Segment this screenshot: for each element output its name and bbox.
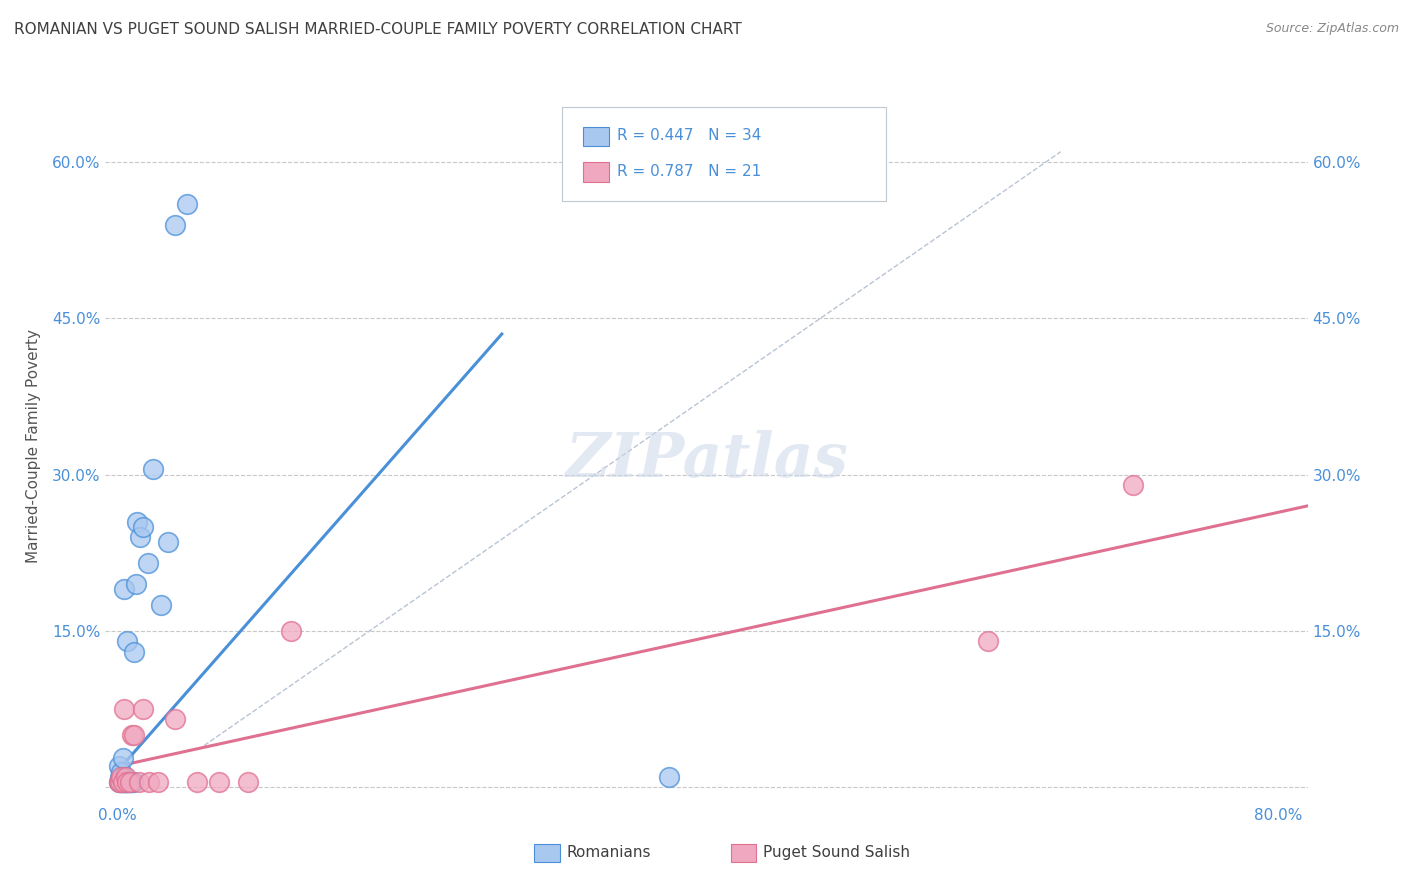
Text: Puget Sound Salish: Puget Sound Salish [763, 846, 911, 860]
Point [1122, 478, 1144, 492]
Point [111, 775, 134, 789]
Point [125, 577, 148, 591]
Point [114, 770, 136, 784]
Point [156, 535, 179, 549]
Point [176, 196, 198, 211]
Point [114, 775, 136, 789]
Point [124, 728, 146, 742]
Point [280, 624, 302, 638]
Text: ZIPatlas: ZIPatlas [565, 430, 848, 491]
Point [146, 775, 169, 789]
Point [112, 702, 135, 716]
Point [115, 775, 138, 789]
Point [124, 645, 146, 659]
Point [110, 764, 132, 779]
Point [112, 770, 135, 784]
Point [111, 775, 134, 789]
Point [111, 775, 134, 789]
Point [138, 775, 160, 789]
Point [112, 775, 135, 789]
Point [149, 598, 172, 612]
Point [108, 770, 131, 784]
Text: R = 0.787   N = 21: R = 0.787 N = 21 [617, 164, 762, 178]
Point [118, 775, 141, 789]
Point [120, 775, 142, 789]
Point [165, 218, 187, 232]
Point [115, 634, 138, 648]
Point [115, 775, 138, 789]
Point [127, 515, 149, 529]
Point [107, 759, 129, 773]
Point [112, 582, 135, 597]
Point [122, 775, 145, 789]
Point [208, 775, 231, 789]
Point [108, 775, 131, 789]
Point [136, 556, 159, 570]
Point [236, 775, 259, 789]
Point [121, 728, 143, 742]
Point [186, 775, 208, 789]
Text: Romanians: Romanians [567, 846, 651, 860]
Text: R = 0.447   N = 34: R = 0.447 N = 34 [617, 128, 762, 143]
Point [118, 775, 141, 789]
Point [165, 713, 187, 727]
Point [110, 775, 132, 789]
Point [132, 520, 155, 534]
Point [111, 751, 134, 765]
Point [110, 770, 132, 784]
Point [142, 462, 165, 476]
Point [129, 530, 152, 544]
Point [977, 634, 1000, 648]
Point [107, 775, 129, 789]
Point [128, 775, 150, 789]
Point [110, 775, 132, 789]
Point [121, 775, 143, 789]
Point [120, 775, 142, 789]
Point [114, 775, 136, 789]
Text: ROMANIAN VS PUGET SOUND SALISH MARRIED-COUPLE FAMILY POVERTY CORRELATION CHART: ROMANIAN VS PUGET SOUND SALISH MARRIED-C… [14, 22, 742, 37]
Text: Source: ZipAtlas.com: Source: ZipAtlas.com [1265, 22, 1399, 36]
Point [658, 770, 681, 784]
Point [132, 702, 155, 716]
Point [107, 775, 129, 789]
Point [114, 775, 136, 789]
Y-axis label: Married-Couple Family Poverty: Married-Couple Family Poverty [25, 329, 41, 563]
